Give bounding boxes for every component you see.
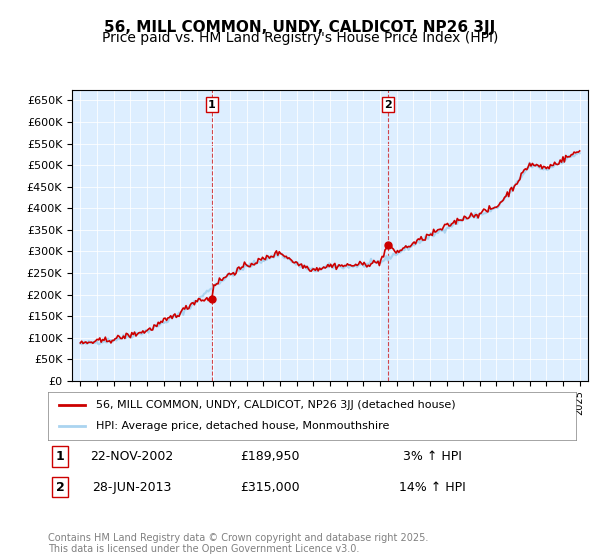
Text: £189,950: £189,950 xyxy=(240,450,300,463)
Text: Price paid vs. HM Land Registry's House Price Index (HPI): Price paid vs. HM Land Registry's House … xyxy=(102,31,498,45)
Text: 1: 1 xyxy=(56,450,64,463)
Text: HPI: Average price, detached house, Monmouthshire: HPI: Average price, detached house, Monm… xyxy=(95,421,389,431)
Text: 22-NOV-2002: 22-NOV-2002 xyxy=(91,450,173,463)
Text: 56, MILL COMMON, UNDY, CALDICOT, NP26 3JJ: 56, MILL COMMON, UNDY, CALDICOT, NP26 3J… xyxy=(104,20,496,35)
Text: 2: 2 xyxy=(56,480,64,494)
Text: £315,000: £315,000 xyxy=(240,480,300,494)
Text: 56, MILL COMMON, UNDY, CALDICOT, NP26 3JJ (detached house): 56, MILL COMMON, UNDY, CALDICOT, NP26 3J… xyxy=(95,400,455,410)
Text: 28-JUN-2013: 28-JUN-2013 xyxy=(92,480,172,494)
Text: 14% ↑ HPI: 14% ↑ HPI xyxy=(398,480,466,494)
Text: 2: 2 xyxy=(385,100,392,110)
Text: 1: 1 xyxy=(208,100,215,110)
Text: Contains HM Land Registry data © Crown copyright and database right 2025.
This d: Contains HM Land Registry data © Crown c… xyxy=(48,533,428,554)
Text: 3% ↑ HPI: 3% ↑ HPI xyxy=(403,450,461,463)
